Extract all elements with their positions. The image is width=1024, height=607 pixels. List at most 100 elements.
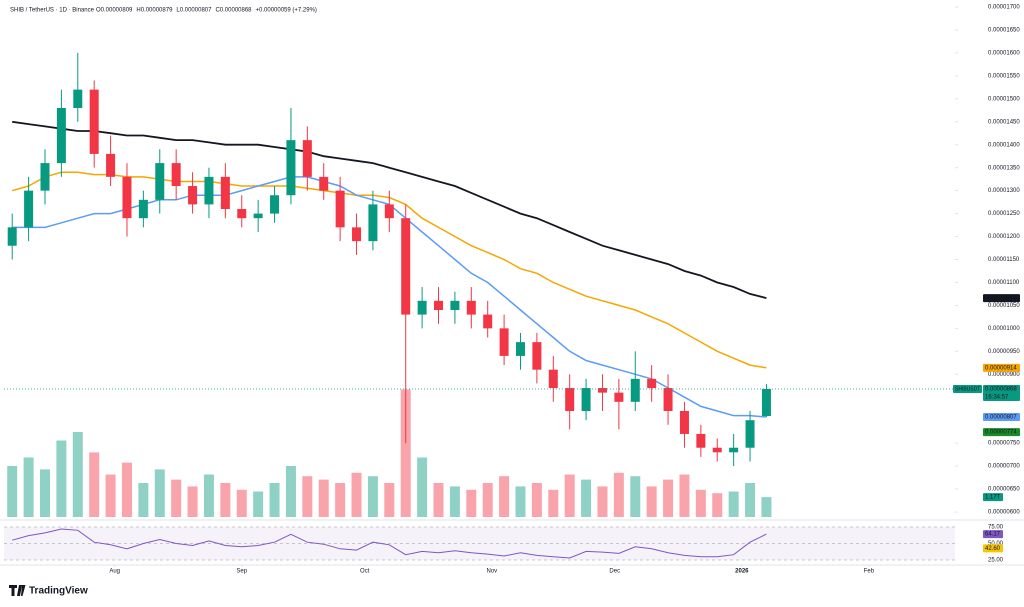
volume-bar	[712, 493, 723, 517]
candle-body	[696, 433, 706, 448]
candle-body	[663, 388, 673, 411]
volume-bar	[285, 466, 296, 517]
volume-bar	[548, 489, 559, 517]
volume-bar	[236, 489, 247, 517]
candle-body	[548, 369, 558, 389]
candle-body	[597, 388, 607, 393]
price-badge-label: 0.00000807	[985, 415, 1017, 421]
volume-bar	[56, 440, 67, 517]
volume-bar	[728, 491, 739, 517]
candle-body	[466, 300, 476, 315]
rsi-line	[12, 528, 767, 559]
price-badge-label: 0.00000868	[985, 387, 1017, 393]
x-tick-label: Nov	[486, 569, 497, 575]
chart-title: SHIB / TetherUS · 1D · Binance	[10, 8, 95, 14]
candle-body	[761, 388, 771, 417]
candle-body	[204, 176, 214, 205]
y-tick-label: 0.00000900	[988, 372, 1020, 378]
volume-bar	[121, 462, 132, 517]
candle-body	[138, 199, 148, 219]
candle-body	[729, 447, 739, 453]
volume-bar	[482, 483, 493, 517]
candle-body	[679, 411, 689, 434]
candle-body	[434, 300, 444, 310]
volume-bar	[597, 486, 608, 517]
candle-body	[106, 153, 116, 177]
y-tick-label: 0.00000650	[988, 487, 1020, 493]
volume-bar	[745, 483, 756, 517]
countdown: 16:34:57	[985, 395, 1009, 401]
x-tick-label: Aug	[109, 569, 120, 575]
y-tick-label: 0.00001300	[988, 188, 1020, 194]
price-badge	[983, 412, 1020, 421]
candle-body	[89, 89, 99, 154]
candle-body	[171, 163, 181, 187]
candle-body	[384, 204, 394, 219]
rsi-tick-label: 50.00	[988, 541, 1004, 547]
y-tick-label: 0.00001500	[988, 96, 1020, 102]
x-tick-label: Oct	[360, 569, 370, 575]
volume-bar	[466, 489, 477, 517]
candle-body	[220, 176, 230, 209]
volume-bar	[695, 489, 706, 517]
y-tick-label: 0.00001600	[988, 50, 1020, 56]
volume-bar	[39, 469, 50, 517]
candle-body	[155, 163, 165, 200]
y-tick-label: 0.00001700	[988, 5, 1020, 11]
volume-bar	[499, 476, 510, 517]
brand: TradingView	[29, 586, 88, 597]
price-badge-label: 0.00000914	[985, 365, 1017, 371]
y-tick-label: 0.00001650	[988, 28, 1020, 34]
candle-body	[335, 190, 345, 228]
volume-bar	[679, 474, 690, 517]
volume-bar	[335, 483, 346, 517]
rsi-tick-label: 25.00	[988, 558, 1004, 564]
candle-body	[499, 328, 509, 356]
candle-body	[450, 300, 460, 310]
y-tick-label: 0.00001250	[988, 211, 1020, 217]
y-tick-label: 0.00001150	[988, 257, 1020, 263]
volume-bar	[138, 483, 149, 517]
logo-icon	[9, 585, 26, 596]
candle-body	[352, 227, 362, 242]
volume-bar	[531, 483, 542, 517]
candle-body	[647, 378, 657, 389]
y-tick-label: 0.00000700	[988, 464, 1020, 470]
y-tick-label: 0.00000600	[988, 510, 1020, 516]
price-badge	[983, 363, 1020, 372]
candle-body	[417, 300, 427, 315]
symbol-tag-label: SHIBUSDT	[955, 386, 980, 392]
candle-body	[286, 140, 296, 196]
candle-body	[483, 314, 493, 329]
volume-bar	[187, 486, 198, 517]
signal-badge-label: 42.60	[985, 546, 1001, 552]
y-tick-label: 0.00001450	[988, 119, 1020, 125]
candle-body	[532, 342, 542, 370]
candle-body	[712, 447, 722, 453]
volume-bar	[7, 466, 18, 517]
volume-bar	[220, 483, 231, 517]
volume-bar	[351, 472, 362, 517]
volume-bar	[171, 479, 182, 517]
rsi-tick-label: 75.00	[988, 525, 1004, 531]
y-tick-label: 0.00000750	[988, 441, 1020, 447]
price-badge	[983, 428, 1020, 437]
moving-average	[12, 120, 767, 299]
candle-body	[745, 420, 755, 448]
candle-body	[270, 195, 280, 214]
y-tick-label: 0.00001000	[988, 326, 1020, 332]
candle-body	[237, 209, 247, 219]
volume-bar	[318, 479, 329, 517]
volume-bar	[761, 497, 772, 517]
volume-bar	[367, 476, 378, 517]
price-badge-label: 0.00000774	[985, 430, 1017, 436]
candle-body	[56, 108, 66, 164]
candle-body	[614, 392, 624, 402]
candle-body	[401, 218, 411, 315]
candle-body	[319, 176, 329, 191]
volume-bar	[613, 472, 624, 517]
volume-bar	[203, 474, 214, 517]
ohlc-value: H0.00000879	[136, 8, 173, 14]
logo: TradingView	[9, 585, 88, 597]
volume-bar	[630, 476, 641, 517]
